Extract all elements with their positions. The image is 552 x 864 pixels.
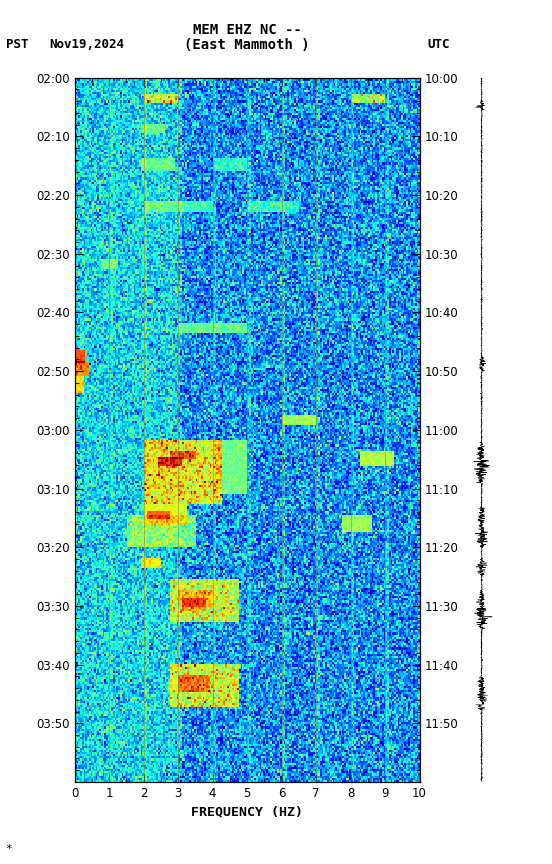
Text: UTC: UTC <box>428 38 450 52</box>
Text: *: * <box>6 843 12 854</box>
Text: PST: PST <box>6 38 28 52</box>
Text: Nov19,2024: Nov19,2024 <box>50 38 125 52</box>
Text: MEM EHZ NC --: MEM EHZ NC -- <box>193 23 301 37</box>
Text: (East Mammoth ): (East Mammoth ) <box>184 38 310 52</box>
X-axis label: FREQUENCY (HZ): FREQUENCY (HZ) <box>191 805 303 818</box>
